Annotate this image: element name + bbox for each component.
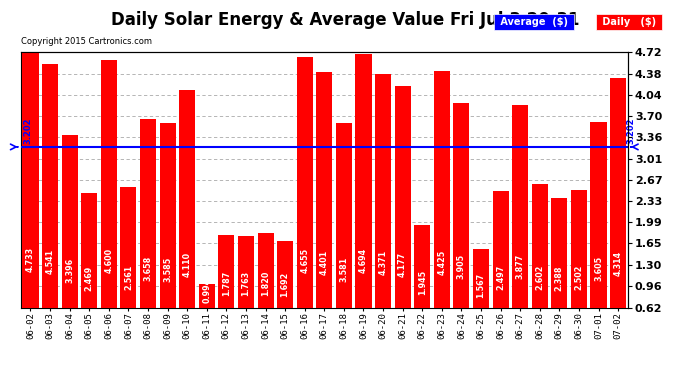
Bar (395, 86, 411, 346)
Bar (414, 225, 431, 346)
Text: 1.945: 1.945 (417, 270, 426, 295)
Text: 4.541: 4.541 (46, 249, 55, 274)
Bar (42, 64, 58, 346)
Text: 2.497: 2.497 (496, 265, 505, 291)
Text: 3.581: 3.581 (339, 256, 348, 282)
Bar (375, 74, 391, 346)
Bar (101, 60, 117, 346)
Text: 2.388: 2.388 (555, 266, 564, 291)
Text: 2.469: 2.469 (85, 266, 94, 291)
Bar (257, 233, 273, 346)
Text: 3.202: 3.202 (627, 117, 636, 144)
Text: 1.820: 1.820 (261, 270, 270, 296)
Text: 4.371: 4.371 (379, 250, 388, 275)
Text: 4.401: 4.401 (319, 250, 329, 275)
Text: 2.602: 2.602 (535, 264, 544, 290)
Bar (571, 190, 587, 346)
Text: 3.605: 3.605 (594, 256, 603, 282)
Bar (277, 241, 293, 346)
Bar (238, 236, 254, 346)
Text: Daily Solar Energy & Average Value Fri Jul 3 20:31: Daily Solar Energy & Average Value Fri J… (111, 11, 579, 29)
Text: 4.110: 4.110 (183, 252, 192, 278)
Bar (434, 71, 450, 346)
Bar (512, 105, 529, 346)
Bar (453, 103, 469, 346)
Text: 1.787: 1.787 (222, 271, 231, 296)
Bar (316, 72, 333, 346)
Text: 3.585: 3.585 (163, 256, 172, 282)
Text: Average  ($): Average ($) (497, 17, 571, 27)
Text: 4.733: 4.733 (26, 247, 35, 272)
Bar (81, 192, 97, 346)
Text: Copyright 2015 Cartronics.com: Copyright 2015 Cartronics.com (21, 38, 152, 46)
Text: 4.600: 4.600 (104, 248, 113, 273)
Bar (140, 118, 156, 346)
Bar (218, 235, 235, 346)
Text: 3.905: 3.905 (457, 254, 466, 279)
Text: 1.763: 1.763 (241, 271, 250, 296)
Bar (297, 57, 313, 346)
Bar (199, 284, 215, 346)
Text: 4.314: 4.314 (613, 251, 622, 276)
Text: 4.177: 4.177 (398, 252, 407, 277)
Text: 3.396: 3.396 (65, 258, 74, 283)
Bar (473, 249, 489, 346)
Bar (159, 123, 176, 346)
Bar (610, 78, 626, 346)
Bar (23, 52, 39, 346)
Bar (355, 54, 371, 346)
Bar (336, 123, 352, 346)
Text: 3.202: 3.202 (23, 117, 32, 144)
Bar (551, 198, 567, 346)
Bar (493, 191, 509, 346)
Text: 4.655: 4.655 (300, 248, 309, 273)
Text: 3.877: 3.877 (515, 254, 524, 279)
Bar (120, 187, 137, 346)
Bar (591, 122, 607, 346)
Text: 4.425: 4.425 (437, 250, 446, 275)
Text: 3.658: 3.658 (144, 256, 152, 281)
Text: 2.561: 2.561 (124, 265, 133, 290)
Text: 2.502: 2.502 (575, 265, 584, 290)
Text: 1.567: 1.567 (477, 273, 486, 298)
Text: 4.694: 4.694 (359, 248, 368, 273)
Bar (179, 90, 195, 346)
Text: Daily   ($): Daily ($) (599, 17, 660, 27)
Bar (532, 184, 548, 346)
Text: 1.692: 1.692 (281, 272, 290, 297)
Text: 0.994: 0.994 (202, 278, 211, 303)
Bar (61, 135, 78, 346)
